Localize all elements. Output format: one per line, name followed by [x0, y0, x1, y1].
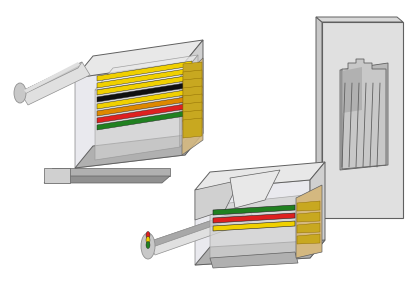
Ellipse shape	[14, 83, 26, 103]
Polygon shape	[297, 223, 320, 233]
Polygon shape	[210, 195, 305, 260]
Polygon shape	[340, 63, 388, 170]
Polygon shape	[75, 133, 203, 168]
Polygon shape	[97, 61, 192, 81]
Polygon shape	[97, 89, 192, 109]
Polygon shape	[183, 118, 202, 138]
Polygon shape	[342, 59, 386, 169]
Polygon shape	[183, 78, 202, 98]
Polygon shape	[297, 212, 320, 222]
Polygon shape	[310, 162, 325, 258]
Polygon shape	[20, 62, 90, 105]
Polygon shape	[316, 17, 322, 218]
Polygon shape	[97, 110, 192, 130]
Polygon shape	[182, 58, 203, 155]
Polygon shape	[44, 176, 170, 183]
Polygon shape	[44, 168, 70, 183]
Polygon shape	[148, 208, 255, 255]
Ellipse shape	[146, 241, 150, 248]
Polygon shape	[322, 22, 403, 218]
Polygon shape	[52, 168, 170, 176]
Polygon shape	[97, 68, 192, 88]
Polygon shape	[230, 170, 280, 208]
Polygon shape	[297, 201, 320, 211]
Polygon shape	[213, 213, 295, 223]
Polygon shape	[144, 208, 248, 250]
Polygon shape	[213, 221, 295, 231]
Polygon shape	[195, 180, 240, 220]
Polygon shape	[75, 62, 185, 168]
Polygon shape	[16, 62, 82, 98]
Polygon shape	[297, 234, 320, 244]
Polygon shape	[183, 62, 202, 82]
Polygon shape	[213, 205, 295, 215]
Polygon shape	[95, 55, 198, 90]
Polygon shape	[180, 55, 198, 147]
Polygon shape	[296, 185, 322, 258]
Polygon shape	[316, 17, 403, 22]
Polygon shape	[185, 40, 203, 155]
Polygon shape	[183, 70, 202, 90]
Polygon shape	[95, 77, 180, 160]
Ellipse shape	[146, 231, 150, 239]
Polygon shape	[24, 62, 80, 93]
Polygon shape	[210, 252, 298, 268]
Polygon shape	[97, 75, 192, 95]
Polygon shape	[183, 102, 202, 122]
Polygon shape	[75, 40, 203, 78]
Polygon shape	[97, 103, 192, 123]
Polygon shape	[183, 94, 202, 114]
Polygon shape	[195, 180, 310, 265]
Polygon shape	[195, 162, 325, 190]
Ellipse shape	[146, 237, 150, 243]
Polygon shape	[342, 67, 362, 113]
Polygon shape	[97, 96, 192, 116]
Polygon shape	[195, 240, 325, 265]
Ellipse shape	[141, 233, 155, 259]
Polygon shape	[183, 110, 202, 130]
Polygon shape	[97, 82, 192, 102]
Polygon shape	[183, 86, 202, 106]
